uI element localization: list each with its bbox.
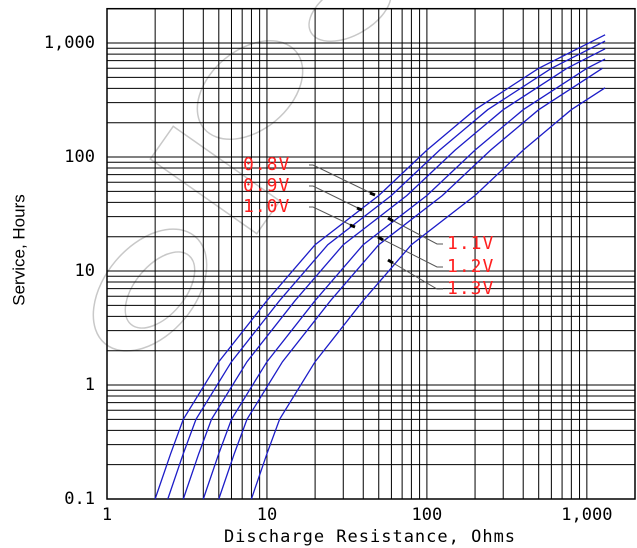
y-tick-label: 100 bbox=[64, 147, 95, 167]
y-axis-title: Service, Hours bbox=[9, 194, 28, 305]
leader-arrow bbox=[387, 258, 394, 265]
y-tick-label: 1,000 bbox=[44, 33, 95, 53]
series-line bbox=[182, 48, 606, 500]
series-line bbox=[202, 58, 606, 500]
leader-line bbox=[309, 206, 356, 228]
plot-frame bbox=[106, 7, 636, 500]
leader-arrow bbox=[356, 206, 363, 212]
series-line bbox=[167, 40, 606, 500]
x-tick-label: 10 bbox=[257, 505, 277, 525]
y-tick-label: 1 bbox=[85, 375, 95, 395]
x-tick-label: 1 bbox=[102, 505, 112, 525]
series-label: 1.2V bbox=[447, 256, 494, 277]
x-axis-title: Discharge Resistance, Ohms bbox=[224, 527, 516, 547]
y-tick-label: 10 bbox=[75, 261, 95, 281]
leader-arrow bbox=[387, 216, 394, 223]
leader-line bbox=[387, 217, 443, 245]
series-label: 1.0V bbox=[243, 196, 290, 217]
leader-line bbox=[377, 236, 443, 268]
series-label: 0.9V bbox=[243, 175, 290, 196]
series-line bbox=[250, 87, 606, 500]
series-label: 0.8V bbox=[243, 154, 290, 175]
x-tick-label: 1,000 bbox=[561, 505, 612, 525]
series-line bbox=[154, 34, 606, 500]
leader-line bbox=[309, 185, 363, 211]
leader-line bbox=[387, 259, 443, 290]
y-tick-label: 0.1 bbox=[64, 489, 95, 509]
series-line bbox=[218, 67, 603, 500]
series-label: 1.3V bbox=[447, 278, 494, 299]
series-label: 1.1V bbox=[447, 233, 494, 254]
x-tick-label: 100 bbox=[412, 505, 443, 525]
leader-arrow bbox=[377, 235, 384, 242]
leader-arrow bbox=[369, 191, 376, 197]
leader-arrow bbox=[349, 223, 356, 229]
leader-line bbox=[309, 164, 376, 196]
